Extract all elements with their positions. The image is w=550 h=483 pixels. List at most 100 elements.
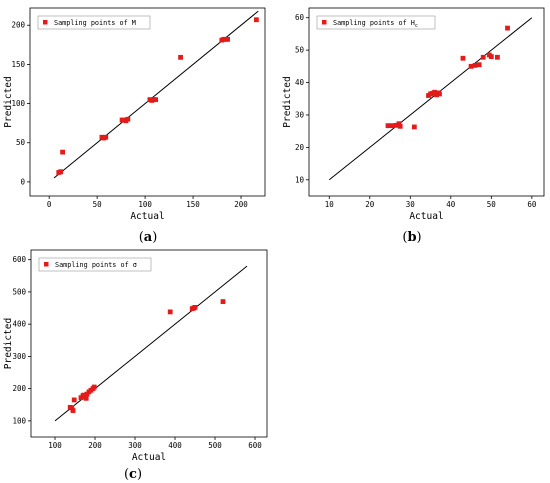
legend-marker: [43, 20, 48, 25]
x-axis-label: Actual: [409, 211, 443, 222]
panel-caption: (a): [139, 230, 158, 245]
data-point: [488, 54, 494, 60]
y-tick-label: 60: [295, 13, 305, 22]
y-tick-label: 20: [295, 143, 305, 152]
x-tick-label: 200: [88, 441, 102, 450]
y-tick-label: 50: [295, 46, 305, 55]
x-tick-label: 150: [186, 200, 200, 209]
x-tick-label: 600: [248, 441, 262, 450]
data-point: [60, 149, 66, 155]
data-point: [225, 36, 230, 42]
fit-line: [53, 10, 259, 179]
x-axis-label: Actual: [130, 211, 164, 222]
data-point: [495, 54, 500, 60]
x-tick-label: 40: [446, 200, 456, 209]
x-tick-label: 30: [406, 200, 416, 209]
panel-caption: (b): [402, 230, 421, 245]
legend: Sampling points of Hc: [316, 15, 436, 30]
legend-label: Sampling points of M: [54, 19, 136, 27]
y-axis-label: Predicted: [3, 318, 14, 369]
y-tick-label: 30: [295, 110, 305, 119]
data-point: [220, 299, 226, 304]
data-point: [125, 116, 131, 122]
legend-box: [316, 15, 436, 30]
data-point: [480, 54, 486, 60]
legend-box: [38, 257, 152, 272]
legend: Sampling points of σ: [38, 257, 152, 272]
legend-subscript: c: [415, 23, 418, 29]
x-tick-label: 400: [168, 441, 182, 450]
chart-panel-a: 0 50 100 150 200 0 50 100 150 200 Actual Predicted S…: [3, 7, 266, 245]
x-axis-label: Actual: [132, 452, 166, 463]
data-point: [167, 309, 173, 315]
y-tick-label: 400: [12, 320, 26, 329]
x-tick-label: 60: [527, 200, 537, 209]
plot-frame: [30, 249, 268, 438]
data-point: [460, 55, 466, 61]
panel-letter: a: [144, 230, 153, 245]
legend-marker: [322, 20, 327, 25]
chart-panel-b: 10 20 30 40 50 60 10 20 30 40 50 60 Actual Predicted S…: [282, 7, 545, 245]
y-tick-label: 200: [11, 21, 25, 30]
data-point: [397, 123, 403, 129]
panel-letter: b: [407, 230, 416, 245]
x-tick-label: 300: [128, 441, 142, 450]
x-tick-label: 50: [93, 200, 103, 209]
fit-line: [328, 17, 533, 181]
x-tick-label: 0: [47, 200, 52, 209]
x-tick-label: 50: [487, 200, 497, 209]
y-tick-label: 200: [12, 384, 26, 393]
data-point: [91, 384, 97, 390]
x-tick-label: 10: [325, 200, 335, 209]
legend-marker: [44, 262, 49, 267]
y-tick-label: 40: [295, 78, 305, 87]
data-point: [411, 124, 417, 130]
data-point: [153, 97, 159, 103]
data-point: [476, 62, 482, 68]
y-axis-label: Predicted: [3, 76, 14, 127]
data-point: [58, 169, 64, 175]
data-point: [192, 304, 198, 310]
y-axis-label: Predicted: [282, 76, 293, 127]
panel-caption: (c): [124, 467, 142, 482]
y-tick-label: 500: [12, 287, 26, 296]
data-point: [103, 134, 109, 140]
legend-label: Sampling points of σ: [55, 261, 137, 269]
plot-frame: [308, 7, 545, 197]
y-tick-label: 50: [16, 138, 26, 147]
data-point: [432, 89, 438, 95]
y-tick-label: 0: [20, 177, 25, 186]
x-tick-label: 500: [208, 441, 222, 450]
data-point: [385, 123, 391, 129]
plot-frame: [29, 7, 266, 197]
y-tick-label: 100: [11, 99, 25, 108]
data-point: [83, 395, 89, 401]
y-tick-label: 100: [12, 416, 26, 425]
legend-box: [37, 15, 151, 30]
y-tick-label: 10: [295, 175, 305, 184]
legend: Sampling points of M: [37, 15, 151, 30]
chart-panel-c: 100 200 300 400 500 600 100 200 300 400 500 600 Actu…: [3, 249, 268, 482]
y-tick-label: 150: [11, 60, 25, 69]
x-tick-label: 20: [365, 200, 375, 209]
data-point: [396, 121, 402, 127]
data-point: [389, 123, 395, 129]
x-tick-label: 200: [234, 200, 248, 209]
data-point: [69, 405, 75, 411]
data-point: [472, 62, 478, 68]
data-point: [505, 25, 510, 31]
x-tick-label: 100: [138, 200, 152, 209]
y-tick-label: 300: [12, 352, 26, 361]
data-point: [71, 397, 77, 403]
data-point: [468, 63, 474, 69]
panel-letter: c: [129, 467, 137, 482]
data-point: [437, 91, 442, 97]
data-point: [393, 122, 399, 128]
legend-label: Sampling points of Hc: [333, 19, 418, 29]
x-tick-label: 100: [48, 441, 62, 450]
y-tick-label: 600: [12, 255, 26, 264]
data-point: [70, 408, 76, 413]
data-point: [253, 17, 259, 23]
data-point: [178, 54, 183, 60]
